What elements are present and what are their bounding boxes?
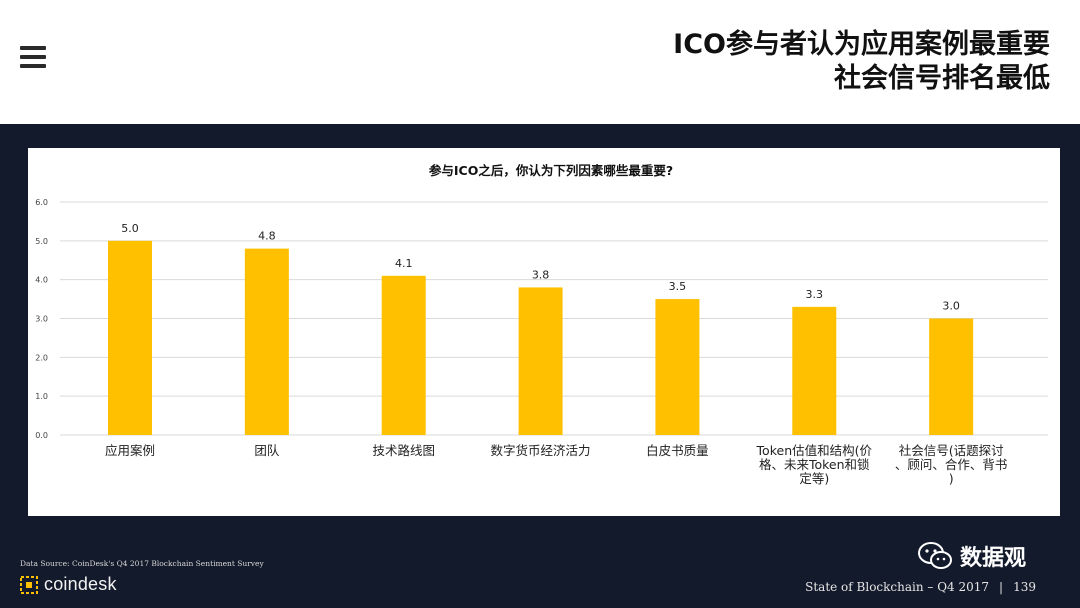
wechat-icon xyxy=(918,542,952,569)
y-tick-label: 6.0 xyxy=(35,198,48,207)
data-label: 3.8 xyxy=(532,268,550,281)
y-tick-label: 5.0 xyxy=(35,237,48,246)
coindesk-logo: coindesk xyxy=(20,574,117,595)
slide-title-line-1: ICO参与者认为应用案例最重要 xyxy=(673,29,1050,60)
y-tick-label: 0.0 xyxy=(35,431,48,440)
coindesk-logo-icon xyxy=(20,575,38,594)
y-tick-label: 4.0 xyxy=(35,276,48,285)
slide-title-line-2: 社会信号排名最低 xyxy=(834,63,1050,94)
report-name: State of Blockchain – Q4 2017 xyxy=(805,580,990,594)
bar xyxy=(518,287,563,435)
footer-separator: | xyxy=(999,580,1004,594)
x-tick-label: 白皮书质量 xyxy=(646,443,709,458)
chart-panel: 参与ICO之后，你认为下列因素哪些最重要? 0.0 1.0 2.0 3.0 4.0 5.0… xyxy=(28,148,1060,516)
data-label: 5.0 xyxy=(121,222,139,235)
data-label: 4.8 xyxy=(258,230,276,243)
bar xyxy=(655,299,700,435)
x-tick-label: 团队 xyxy=(254,443,280,458)
bar xyxy=(108,240,152,435)
slide-title: ICO参与者认为应用案例最重要 社会信号排名最低 xyxy=(673,28,1050,96)
data-label: 3.3 xyxy=(806,288,824,301)
bar xyxy=(929,318,974,435)
data-label: 3.0 xyxy=(942,300,960,313)
x-tick-label: 社会信号(话题探讨 、顾问、合作、背书 ) xyxy=(894,443,1008,486)
y-tick-label: 1.0 xyxy=(35,392,48,401)
page-number: 139 xyxy=(1013,580,1036,594)
y-tick-label: 2.0 xyxy=(35,353,48,362)
badge-text: 数据观 xyxy=(960,546,1027,571)
slide-header: ICO参与者认为应用案例最重要 社会信号排名最低 xyxy=(0,0,1080,124)
data-label: 3.5 xyxy=(669,280,687,293)
menu-icon[interactable] xyxy=(20,46,46,68)
coindesk-logo-text: coindesk xyxy=(44,574,117,594)
bar xyxy=(381,275,426,435)
slide-footer: State of Blockchain – Q4 2017 | 139 xyxy=(805,580,1036,594)
x-tick-label: 技术路线图 xyxy=(372,443,435,458)
data-source: Data Source: CoinDesk's Q4 2017 Blockcha… xyxy=(20,559,264,568)
x-tick-label: 数字货币经济活力 xyxy=(490,443,591,458)
chart-title: 参与ICO之后，你认为下列因素哪些最重要? xyxy=(429,163,673,178)
x-tick-label: 应用案例 xyxy=(104,443,155,458)
y-tick-label: 3.0 xyxy=(35,315,48,324)
bar-chart: 参与ICO之后，你认为下列因素哪些最重要? 0.0 1.0 2.0 3.0 4.0 5.0… xyxy=(35,163,1048,440)
data-label: 4.1 xyxy=(395,257,413,270)
wechat-badge: 数据观 xyxy=(918,540,1026,572)
bar xyxy=(244,248,289,435)
x-tick-label: Token估值和结构(价 格、未来Token和锁 定等) xyxy=(756,443,872,486)
bar xyxy=(792,306,837,435)
